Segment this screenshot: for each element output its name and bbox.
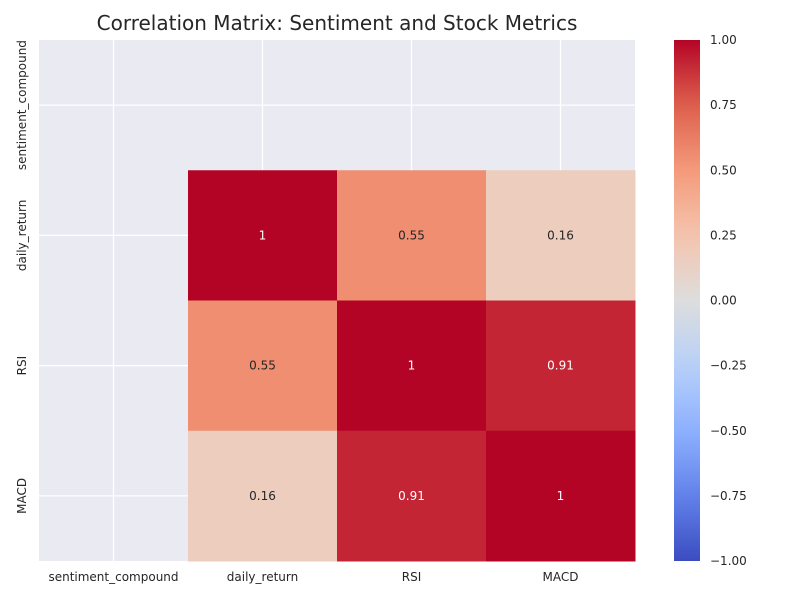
colorbar-tick-label: 0.00 [710, 294, 737, 308]
colorbar-tick-label: 0.75 [710, 98, 737, 112]
x-tick-labels: sentiment_compound daily_return RSI MACD [48, 570, 578, 584]
y-tick-label: RSI [15, 356, 29, 376]
heatmap-cell [486, 300, 636, 432]
cell-value-label: 0.91 [398, 489, 425, 503]
colorbar-tick-label: 0.50 [710, 163, 737, 177]
cell-value-label: 1 [408, 359, 416, 373]
cell-value-label: 0.16 [547, 228, 574, 242]
heatmap-cell [337, 300, 487, 432]
chart-title: Correlation Matrix: Sentiment and Stock … [97, 11, 578, 35]
heatmap-cell [188, 430, 338, 562]
colorbar: 1.00 0.75 0.50 0.25 0.00 −0.25 −0.50 −0.75 −1.00 [674, 33, 747, 568]
heatmap-cell [337, 170, 487, 301]
heatmap-cell [337, 430, 487, 562]
heatmap-cell [188, 170, 338, 301]
cell-value-label: 0.91 [547, 359, 574, 373]
heatmap-cell [486, 170, 636, 301]
heatmap-cell [188, 300, 338, 432]
heatmap-cells: 1 0.55 0.16 0.55 1 0.91 0.16 0.91 1 [188, 170, 636, 562]
colorbar-gradient [674, 40, 700, 561]
y-tick-labels: sentiment_compound daily_return RSI MACD [15, 40, 29, 514]
x-tick-label: RSI [402, 570, 422, 584]
cell-value-label: 0.16 [249, 489, 276, 503]
y-tick-label: MACD [15, 478, 29, 514]
cell-value-label: 1 [259, 228, 267, 242]
colorbar-tick-label: 1.00 [710, 33, 737, 47]
colorbar-tick-label: −0.75 [710, 489, 747, 503]
cell-value-label: 1 [557, 489, 565, 503]
y-tick-label: daily_return [15, 200, 29, 271]
colorbar-tick-label: −1.00 [710, 554, 747, 568]
colorbar-tick-label: −0.50 [710, 424, 747, 438]
x-tick-label: daily_return [227, 570, 298, 584]
colorbar-tick-label: 0.25 [710, 228, 737, 242]
colorbar-tick-label: −0.25 [710, 359, 747, 373]
x-tick-label: MACD [543, 570, 579, 584]
cell-value-label: 0.55 [249, 359, 276, 373]
cell-value-label: 0.55 [398, 228, 425, 242]
x-tick-label: sentiment_compound [48, 570, 178, 584]
heatmap-cell [486, 430, 636, 562]
y-tick-label: sentiment_compound [15, 40, 29, 170]
